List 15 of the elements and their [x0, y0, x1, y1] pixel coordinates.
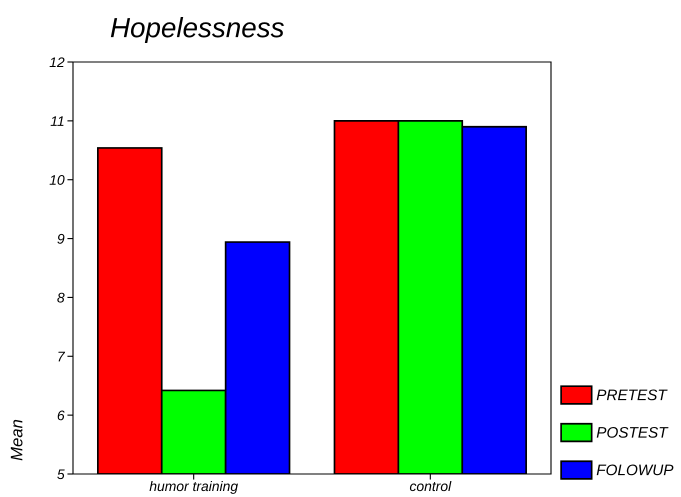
legend-label: FOLOWUP	[596, 464, 674, 476]
legend-label: PRETEST	[596, 389, 668, 400]
y-tick-label: 7	[58, 352, 66, 362]
y-tick-label: 11	[50, 116, 64, 126]
y-tick-label: 9	[57, 234, 64, 244]
y-axis-title: Mean	[10, 420, 22, 460]
y-tick-label: 10	[50, 175, 65, 185]
chart-title: Hopelessness	[110, 17, 284, 43]
y-tick-label: 6	[58, 410, 65, 420]
y-tick-label: 5	[57, 469, 65, 480]
y-tick-label: 8	[57, 292, 65, 303]
y-tick-label: 12	[50, 57, 64, 68]
x-tick-label: control	[410, 480, 452, 492]
x-tick-label: humor training	[150, 480, 238, 494]
legend-label: POSTEST	[596, 426, 668, 438]
